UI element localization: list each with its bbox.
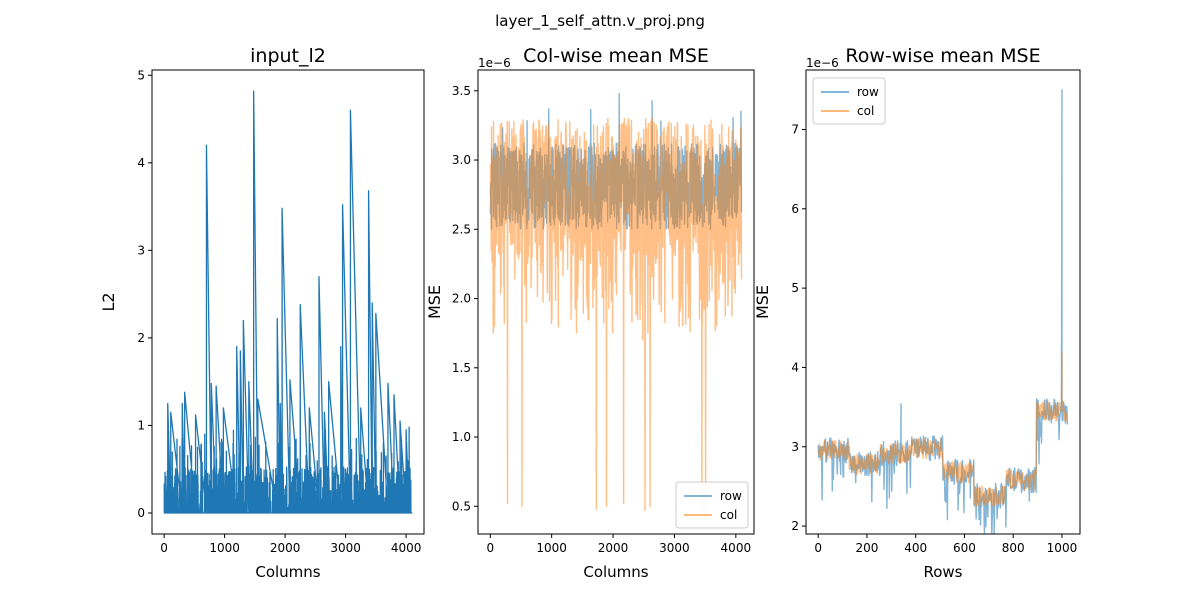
y-tick-label: 2.5: [452, 222, 471, 236]
y-tick-label: 1: [137, 418, 145, 432]
axes-frame: [151, 69, 425, 535]
plot-area: [817, 89, 1069, 534]
subplot-row_mse: 0 200 400 600 800 1000 2 3 4 5 6 7 Row-wise mean MSE…: [753, 45, 1081, 581]
x-tick-label: 0: [814, 541, 822, 555]
x-axis-label: Columns: [583, 563, 648, 581]
subplot-title: input_l2: [250, 45, 326, 67]
y-tick-label: 6: [791, 202, 799, 216]
y-tick-label: 4: [791, 360, 799, 374]
x-tick-label: 2000: [598, 541, 629, 555]
x-tick-label: 2000: [270, 541, 301, 555]
y-tick-label: 3.0: [452, 153, 471, 167]
x-tick-label: 0: [160, 541, 168, 555]
y-tick-label: 5: [137, 68, 145, 82]
y-axis-label: L2: [99, 292, 118, 311]
y-tick-label: 7: [791, 122, 799, 136]
x-tick-label: 400: [904, 541, 927, 555]
x-axis-label: Rows: [923, 563, 962, 581]
legend-label-col: col: [857, 104, 874, 118]
y-axis-label: MSE: [753, 285, 772, 319]
subplot-title: Row-wise mean MSE: [845, 45, 1040, 67]
subplot-title: Col-wise mean MSE: [523, 45, 709, 67]
plot-area: [163, 90, 413, 514]
plot-area: [489, 92, 743, 514]
figure-suptitle: layer_1_self_attn.v_proj.png: [495, 12, 705, 31]
y-tick-label: 4: [137, 156, 145, 170]
y-offset-text: 1e−6: [478, 56, 511, 70]
y-tick-label: 0.5: [452, 499, 471, 513]
series-line-l2: [163, 90, 413, 514]
subplot-col_mse: 0 1000 2000 3000 4000 0.5 1.0 1.5 2.0 2.5 3.0 3.5 Co…: [425, 45, 755, 581]
x-tick-label: 200: [855, 541, 878, 555]
axes-frame: [805, 69, 1081, 535]
subplots: 0 1000 2000 3000 4000012345input_l2ColumnsL2…: [99, 45, 1081, 581]
x-tick-label: 4000: [721, 541, 752, 555]
legend-label-row: row: [857, 85, 879, 99]
x-tick-label: 800: [1002, 541, 1025, 555]
y-tick-label: 1.0: [452, 430, 471, 444]
legend: row col: [675, 481, 749, 529]
x-tick-label: 3000: [659, 541, 690, 555]
legend-box: [675, 481, 749, 529]
y-tick-label: 2.0: [452, 292, 471, 306]
y-tick-label: 2: [791, 519, 799, 533]
y-tick-label: 2: [137, 331, 145, 345]
legend: row col: [812, 77, 886, 125]
x-tick-label: 1000: [209, 541, 240, 555]
y-tick-label: 3: [791, 440, 799, 454]
legend-label-col: col: [720, 508, 737, 522]
x-tick-label: 1000: [1047, 541, 1078, 555]
x-tick-label: 3000: [330, 541, 361, 555]
y-tick-label: 3.5: [452, 84, 471, 98]
legend-box: [812, 77, 886, 125]
y-tick-label: 5: [791, 281, 799, 295]
series-line-col: [817, 350, 1069, 507]
x-tick-label: 1000: [536, 541, 567, 555]
x-tick-label: 4000: [391, 541, 422, 555]
subplot-input_l2: 0 1000 2000 3000 4000 0 1 2 3 4 5 input_l2 Columns L2: [99, 45, 425, 581]
axes-frame: [477, 69, 755, 535]
y-axis-label: MSE: [425, 285, 444, 319]
legend-label-row: row: [720, 489, 742, 503]
y-offset-text: 1e−6: [806, 56, 839, 70]
y-tick-label: 1.5: [452, 361, 471, 375]
x-tick-label: 600: [953, 541, 976, 555]
x-axis-label: Columns: [255, 563, 320, 581]
series-line-col: [489, 117, 743, 514]
y-tick-label: 3: [137, 243, 145, 257]
y-tick-label: 0: [137, 506, 145, 520]
x-tick-label: 0: [486, 541, 494, 555]
